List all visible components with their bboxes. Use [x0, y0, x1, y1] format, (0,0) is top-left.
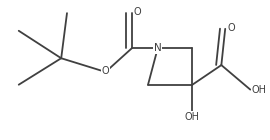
Text: O: O	[134, 7, 141, 18]
Text: OH: OH	[252, 85, 266, 95]
Text: N: N	[154, 43, 161, 53]
Text: O: O	[102, 66, 109, 76]
Text: OH: OH	[185, 112, 200, 122]
Text: O: O	[227, 23, 235, 33]
